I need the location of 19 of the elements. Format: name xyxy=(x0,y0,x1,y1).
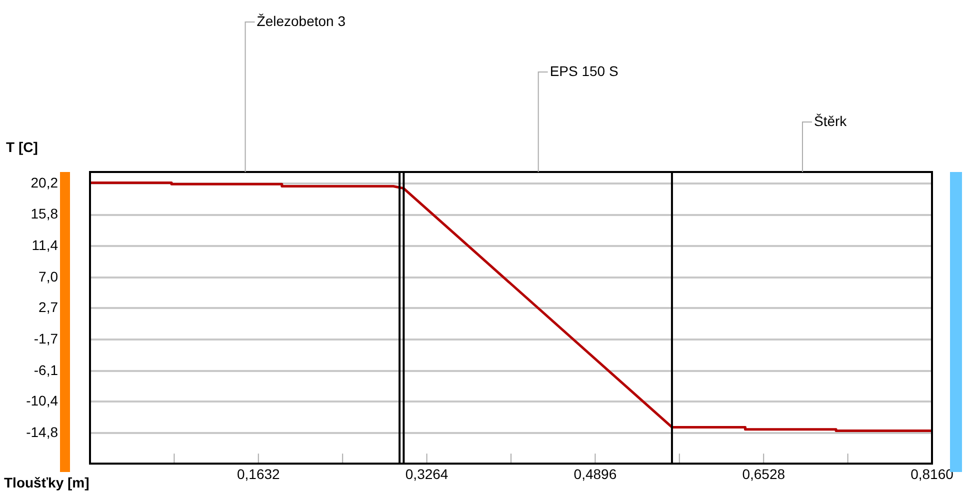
x-tick-label: 0,8160 xyxy=(910,466,954,482)
x-tick-label: 0,1632 xyxy=(236,466,280,482)
x-axis-title: Tloušťky [m] xyxy=(4,474,90,490)
y-tick-label: -10,4 xyxy=(26,392,58,408)
y-tick-label: -14,8 xyxy=(26,424,58,440)
y-tick-label: 11,4 xyxy=(32,237,58,254)
x-tick-label: 0,4896 xyxy=(574,466,617,482)
text: Štěrk xyxy=(814,112,848,129)
y-tick-label: 2,7 xyxy=(38,299,58,316)
y-tick-label: 7,0 xyxy=(38,268,58,284)
x-tick-label: 0,6528 xyxy=(742,466,786,482)
y-tick-label: 20,2 xyxy=(30,174,58,190)
text: Železobeton 3 xyxy=(256,12,346,29)
x-tick-label: 0,3264 xyxy=(405,466,448,482)
y-axis-title: T [C] xyxy=(6,138,38,155)
text: EPS 150 S xyxy=(550,62,618,79)
y-tick-label: -6,1 xyxy=(34,362,58,378)
y-tick-label: -1,7 xyxy=(34,330,58,346)
y-tick-label: 15,8 xyxy=(30,206,58,222)
